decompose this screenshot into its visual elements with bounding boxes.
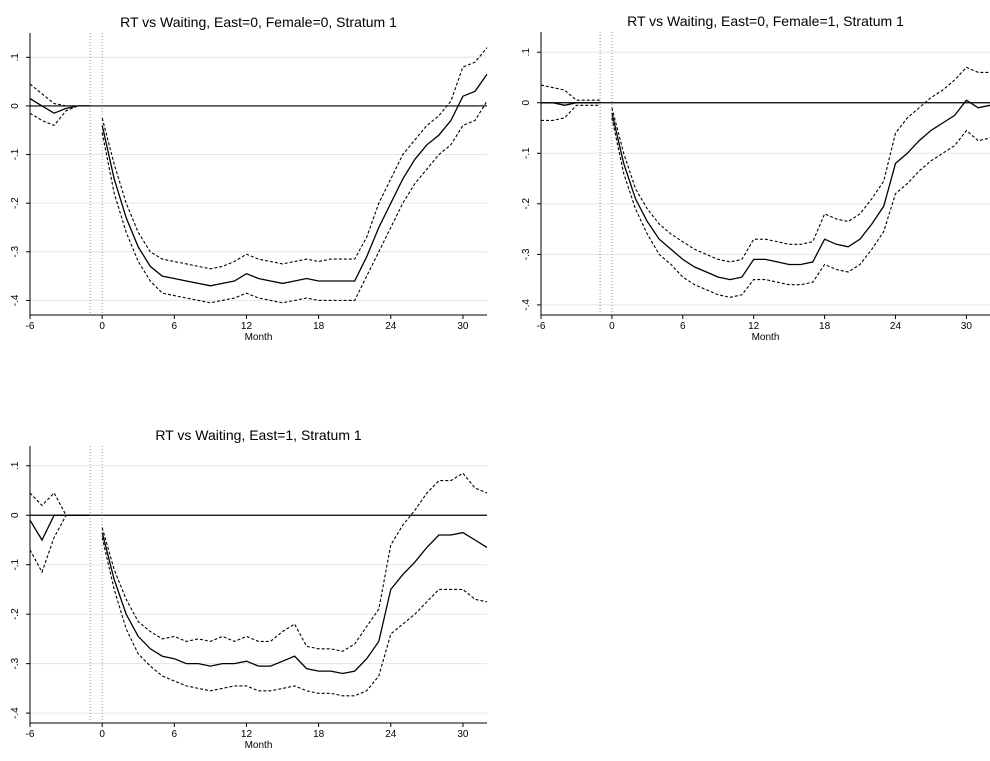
y-tick-label: 0 [521,100,532,106]
y-tick-label: -.3 [10,246,21,258]
y-tick-label: -.2 [10,197,21,209]
x-tick-label: 30 [457,321,469,332]
y-tick-label: -.1 [521,147,532,159]
chart-panel-2: RT vs Waiting, East=0, Female=1, Stratum… [521,13,990,343]
estimate-line [101,73,488,287]
y-tick-label: .1 [10,53,21,62]
x-tick-label: 6 [172,321,178,332]
confidence-band-line [611,117,990,298]
confidence-band-line [540,84,601,101]
x-tick-label: 12 [241,321,253,332]
x-axis-label: Month [752,332,780,343]
y-tick-label: -.3 [521,248,532,260]
confidence-band-line [101,100,488,304]
y-tick-label: -.4 [521,299,532,311]
x-tick-label: 6 [172,729,178,740]
x-tick-label: -6 [537,321,546,332]
x-tick-label: 30 [457,729,469,740]
x-tick-label: 0 [99,321,105,332]
x-tick-label: 24 [385,729,397,740]
x-tick-label: 0 [99,729,105,740]
chart-title: RT vs Waiting, East=0, Female=1, Stratum… [627,13,904,29]
estimate-line [541,102,601,106]
confidence-band-line [29,105,91,127]
estimate-line [29,514,91,542]
estimate-line [101,531,488,675]
y-tick-label: 0 [10,103,21,109]
confidence-band-line [101,47,488,270]
x-tick-label: -6 [26,729,35,740]
x-tick-label: 18 [313,729,325,740]
confidence-band-line [29,83,91,107]
estimate-line [611,99,990,281]
x-tick-label: 24 [385,321,397,332]
x-tick-label: 0 [609,321,615,332]
confidence-band-line [541,104,601,121]
x-tick-label: 12 [241,729,253,740]
y-tick-label: -.2 [521,198,532,210]
x-tick-label: 6 [680,321,686,332]
x-tick-label: 24 [890,321,902,332]
y-tick-label: .1 [10,461,21,470]
x-axis-label: Month [245,332,273,343]
y-tick-label: -.3 [10,657,21,669]
confidence-band-line [101,472,488,652]
x-tick-label: 12 [748,321,760,332]
y-tick-label: -.1 [10,558,21,570]
y-tick-label: -.2 [10,608,21,620]
chart-panel-3: RT vs Waiting, East=1, Stratum 1 .1 0 -.1 -.… [10,427,488,751]
y-tick-label: -.1 [10,148,21,160]
y-tick-label: -.4 [10,294,21,306]
y-tick-label: .1 [521,48,532,57]
x-tick-label: 30 [961,321,973,332]
x-tick-label: -6 [26,321,35,332]
y-tick-label: -.4 [10,707,21,719]
chart-panel-1: RT vs Waiting, East=0, Female=0, Stratum… [10,14,488,343]
x-tick-label: 18 [313,321,325,332]
chart-title: RT vs Waiting, East=0, Female=0, Stratum… [120,14,397,30]
chart-title: RT vs Waiting, East=1, Stratum 1 [155,427,362,443]
confidence-band-line [101,537,488,697]
y-tick-label: 0 [10,512,21,518]
x-axis-label: Month [245,740,273,751]
confidence-band-line [29,514,91,574]
confidence-band-line [29,492,91,516]
confidence-band-line [611,66,990,263]
x-tick-label: 18 [819,321,831,332]
